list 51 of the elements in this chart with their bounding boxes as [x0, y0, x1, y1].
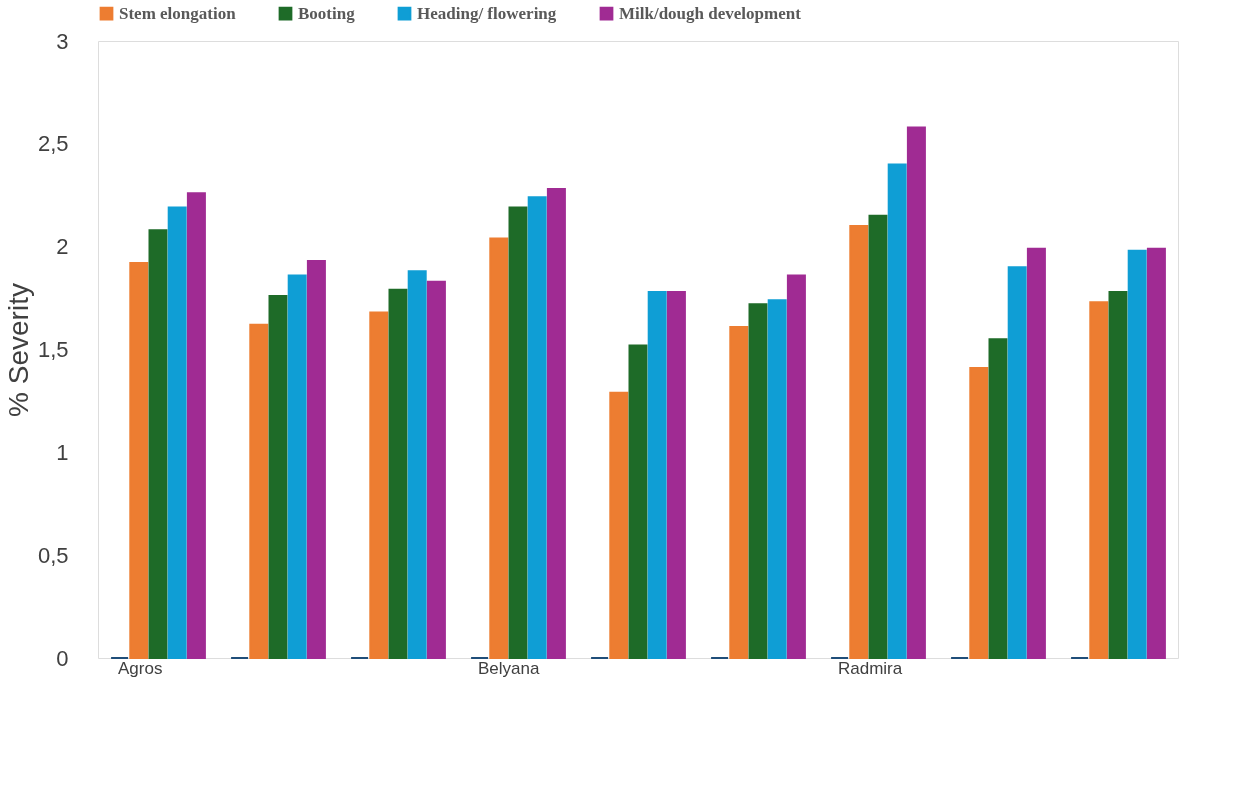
bar — [969, 367, 989, 659]
bar — [167, 206, 187, 659]
bar — [369, 311, 389, 659]
x-tick-label: Radmira — [838, 658, 903, 678]
legend-label: Booting — [298, 3, 356, 23]
legend-label: Stem elongation — [119, 3, 237, 23]
bar — [148, 229, 168, 659]
bar — [1108, 290, 1128, 659]
bar — [647, 290, 667, 659]
y-tick-label: 1,5 — [37, 337, 69, 362]
y-tick-label: 2,5 — [37, 131, 69, 157]
bar — [508, 206, 528, 659]
bar — [186, 192, 206, 659]
x-tick-label: Belyana — [478, 658, 540, 678]
bar — [306, 260, 326, 659]
bar — [887, 163, 907, 659]
y-tick-label: 1 — [56, 439, 69, 465]
bar — [609, 391, 629, 659]
y-tick-label: 2 — [56, 234, 69, 260]
bar — [988, 338, 1008, 659]
y-axis-title: % Severity — [2, 283, 34, 417]
legend-label: Heading/ flowering — [417, 3, 557, 23]
bar — [868, 214, 888, 659]
bar — [287, 274, 307, 659]
bar — [729, 325, 749, 659]
bar — [249, 323, 269, 659]
y-tick-label: 0,5 — [37, 542, 69, 568]
bar — [1089, 301, 1109, 659]
bar — [628, 344, 648, 659]
bar — [527, 196, 547, 659]
bar — [268, 295, 288, 659]
y-tick-label: 3 — [56, 28, 69, 54]
legend-label: Milk/dough development — [619, 3, 802, 23]
bar — [489, 237, 509, 659]
bar — [748, 303, 768, 659]
bar — [1127, 249, 1147, 659]
bar — [767, 299, 787, 659]
x-tick-label: Agros — [118, 658, 163, 678]
bar — [849, 225, 869, 659]
bar — [1007, 266, 1027, 659]
bar — [786, 274, 806, 659]
bar — [666, 290, 686, 659]
bar — [906, 126, 926, 659]
bar — [388, 288, 408, 659]
bar — [426, 280, 446, 659]
bar — [407, 270, 427, 659]
bar — [129, 262, 149, 659]
bar — [546, 188, 566, 659]
bar — [1026, 247, 1046, 659]
y-tick-label: 0 — [56, 645, 69, 671]
bar — [1146, 247, 1166, 659]
